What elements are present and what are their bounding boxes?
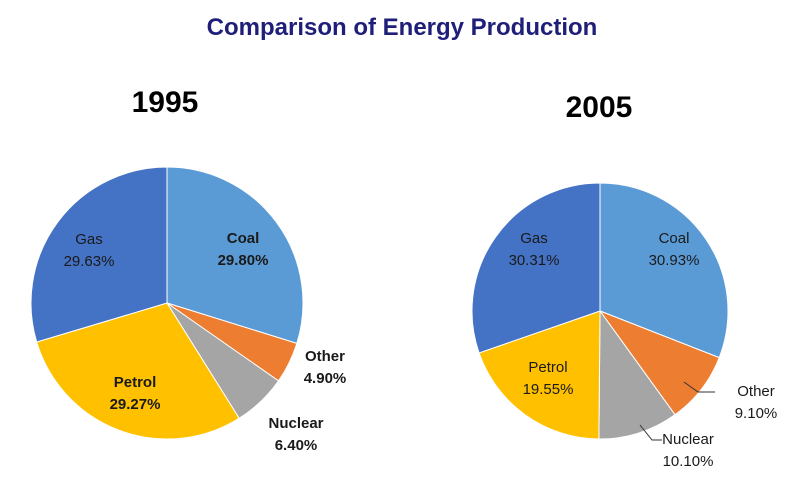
- pie-1995-label-other-value: 4.90%: [304, 370, 347, 387]
- pie-2005-leader-other: [683, 381, 715, 393]
- pie-1995-label-gas-name: Gas: [75, 231, 103, 248]
- pie-1995-label-nuclear-name: Nuclear: [268, 415, 323, 432]
- pie-2005-slice-nuclear: [598, 309, 676, 440]
- pie-2005-label-petrol-value: 19.55%: [523, 381, 574, 398]
- pie-1995-label-other: Other 4.90%: [304, 348, 347, 387]
- pie-2005-label-coal: Coal 30.93%: [649, 230, 700, 269]
- pie-1995-label-coal-name: Coal: [227, 230, 260, 247]
- pie-2005-label-nuclear: Nuclear 10.10%: [662, 431, 714, 470]
- pie-1995-label-petrol: Petrol 29.27%: [110, 374, 161, 413]
- pie-2005-label-other-name: Other: [737, 383, 775, 400]
- pie-2005-label-nuclear-value: 10.10%: [663, 453, 714, 470]
- pie-2005-slice-coal: [599, 182, 729, 359]
- pie-2005-label-other: Other 9.10%: [735, 383, 778, 422]
- pie-2005-slice-petrol: [478, 310, 601, 440]
- pie-2005-label-gas-name: Gas: [520, 230, 548, 247]
- pie-1995-label-gas: Gas 29.63%: [64, 231, 115, 270]
- pie-2005-label-coal-name: Coal: [659, 230, 690, 247]
- pie-2005-label-gas: Gas 30.31%: [509, 230, 560, 269]
- pie-1995-label-coal: Coal 29.80%: [218, 230, 269, 269]
- pie-2005-label-petrol-name: Petrol: [528, 359, 567, 376]
- pie-1995-slice-gas: [30, 166, 168, 343]
- chart-title: Comparison of Energy Production: [206, 14, 598, 41]
- pie-2005-label-petrol: Petrol 19.55%: [523, 359, 574, 398]
- pie-1995-slice-petrol: [36, 302, 240, 440]
- pie-2005-label-coal-value: 30.93%: [649, 252, 700, 269]
- pie-1995-label-petrol-value: 29.27%: [110, 396, 161, 413]
- pie-1995-label-petrol-name: Petrol: [114, 374, 157, 391]
- pie-1995-label-other-name: Other: [305, 348, 345, 365]
- pie-1995: Coal 29.80% Other 4.90% Nuclear 6.40% Petrol 29…: [30, 166, 347, 454]
- pie-1995-label-coal-value: 29.80%: [218, 252, 269, 269]
- pie-1995-slice-coal: [166, 166, 304, 345]
- pie-1995-label-nuclear: Nuclear 6.40%: [268, 415, 323, 454]
- pie-1995-label-gas-value: 29.63%: [64, 253, 115, 270]
- pie-2005: Coal 30.93% Other 9.10% Nuclear 10.10% Petrol 1…: [471, 182, 778, 470]
- pie-1995-label-nuclear-value: 6.40%: [275, 437, 318, 454]
- pie-2005-label-other-value: 9.10%: [735, 405, 778, 422]
- pie-2005-title: 2005: [566, 91, 633, 124]
- pie-2005-slice-gas: [471, 182, 601, 354]
- pie-2005-label-nuclear-name: Nuclear: [662, 431, 714, 448]
- pie-2005-label-gas-value: 30.31%: [509, 252, 560, 269]
- pie-1995-title: 1995: [132, 86, 199, 119]
- pie-2005-leader-nuclear: [639, 424, 662, 441]
